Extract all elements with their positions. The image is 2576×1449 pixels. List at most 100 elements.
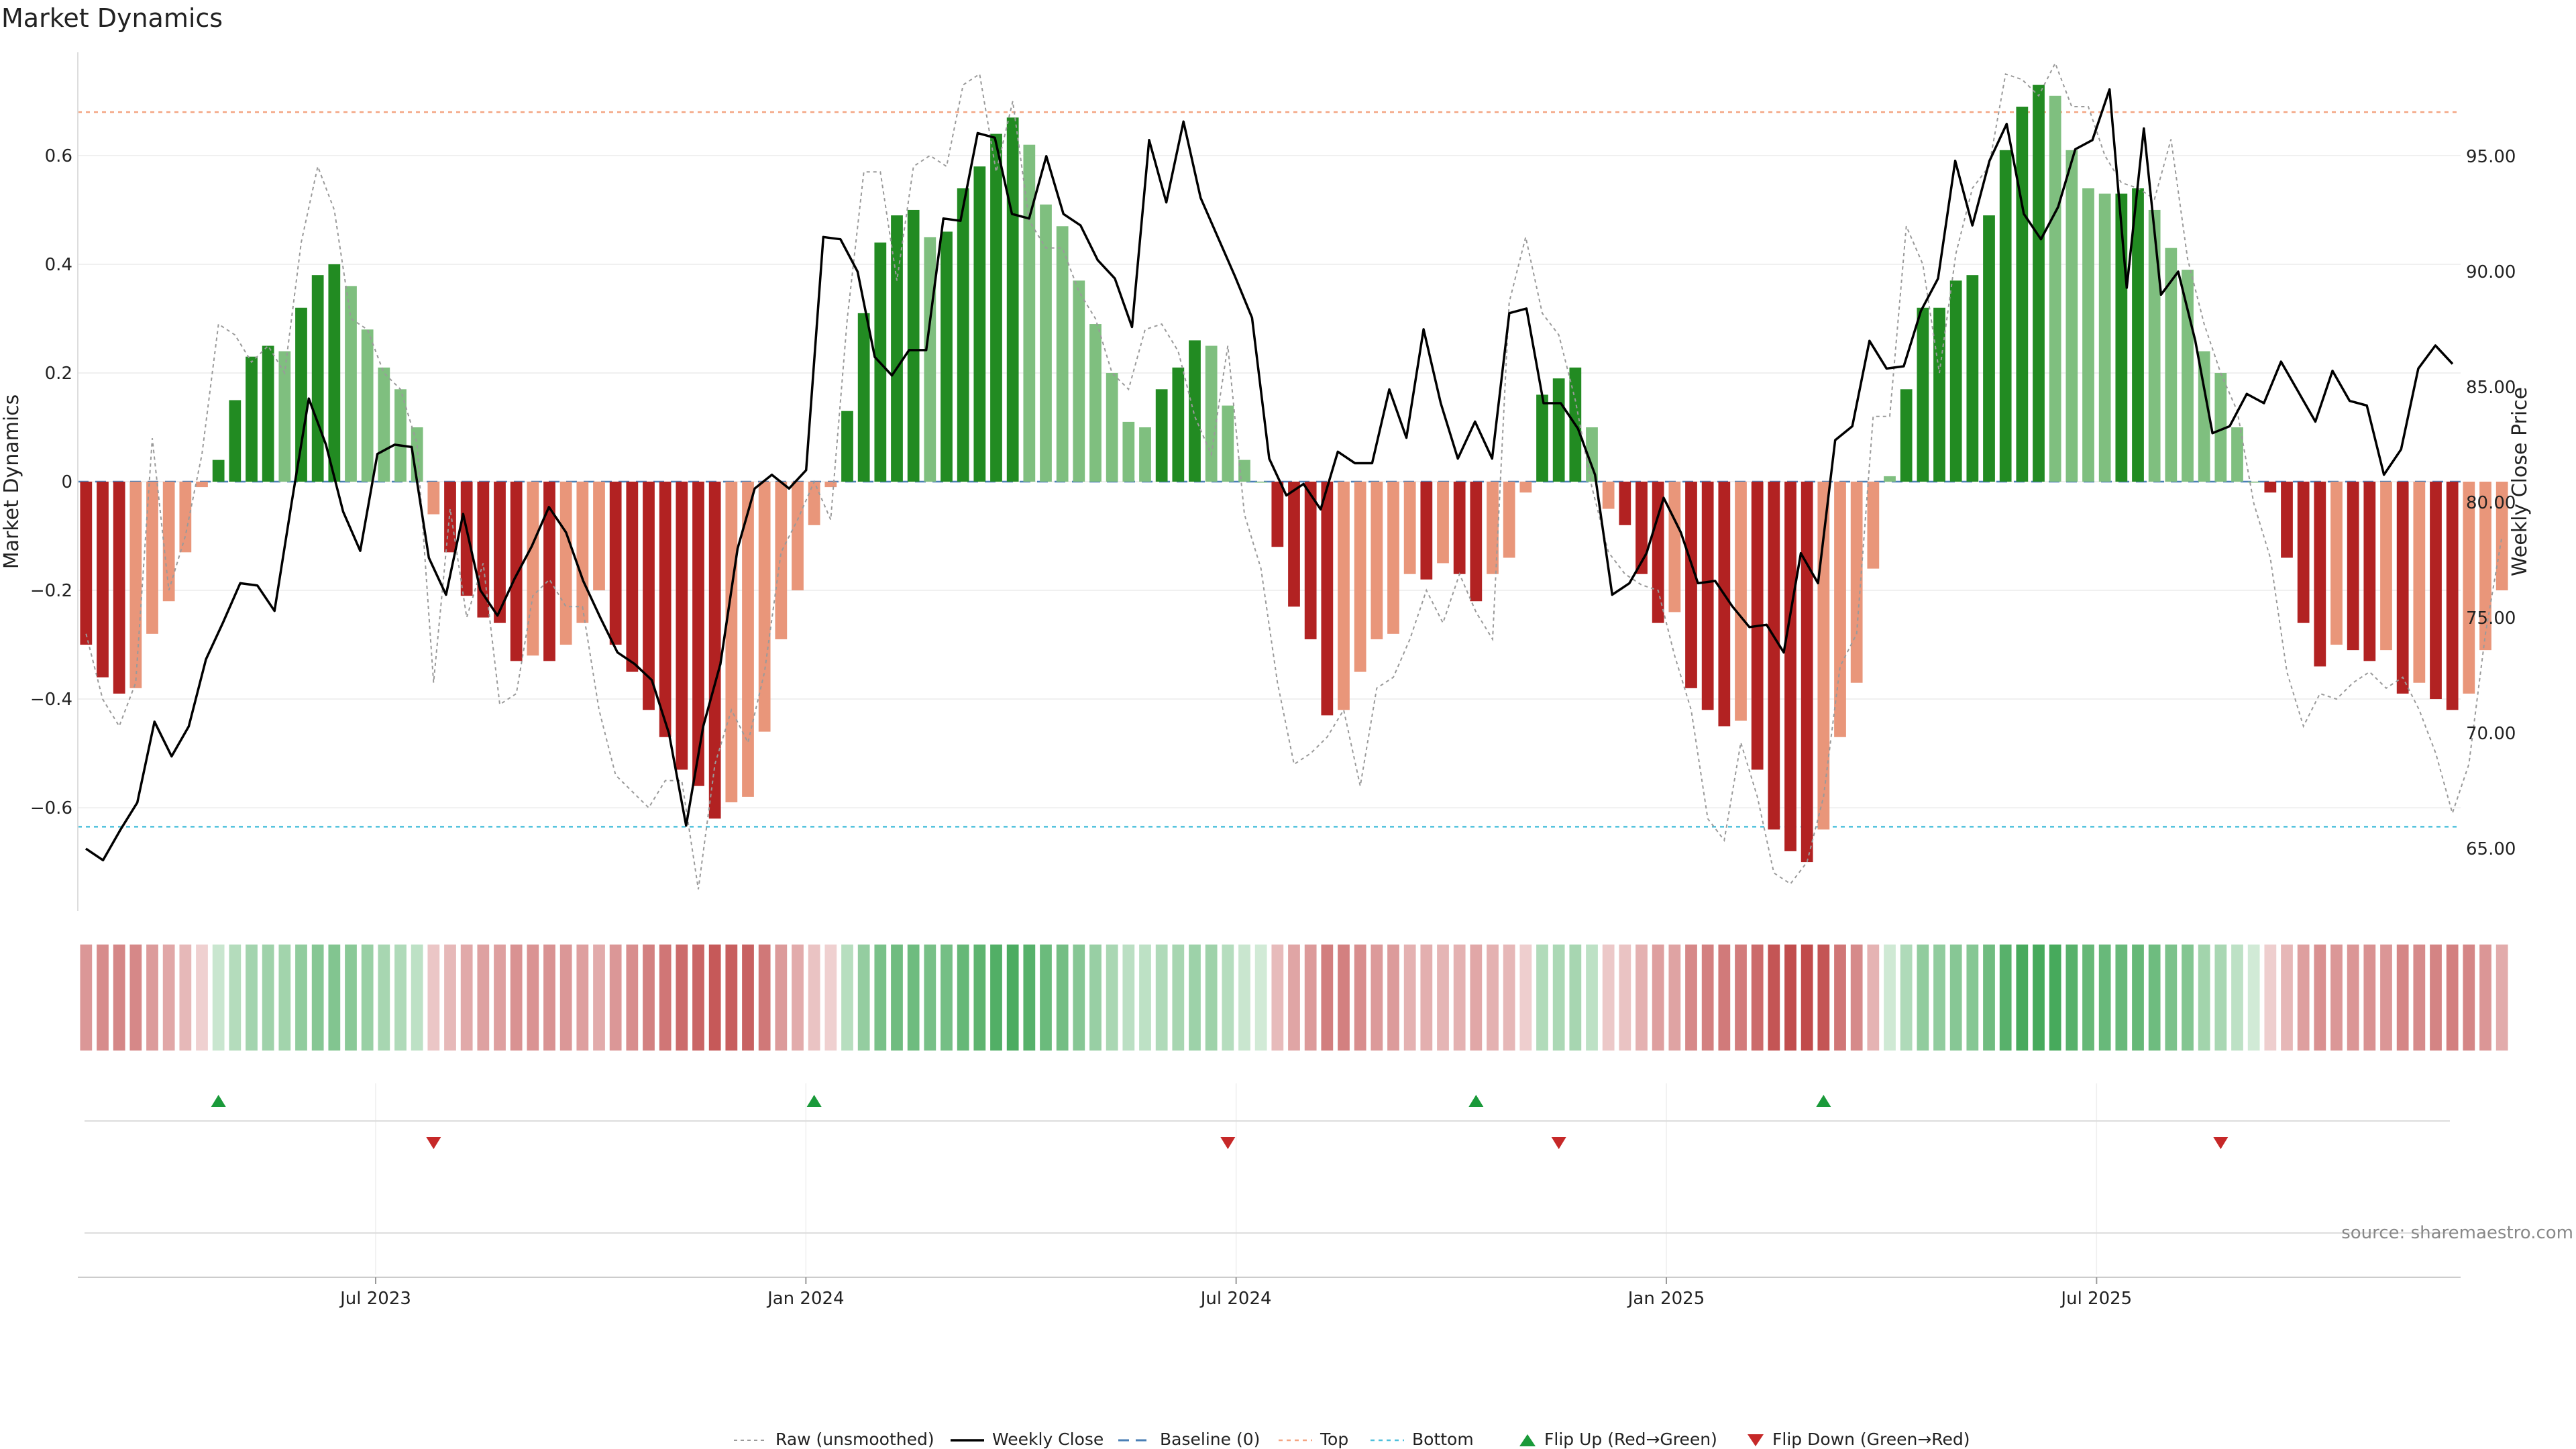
market-dynamics-bar (1106, 372, 1118, 482)
market-dynamics-bar (609, 482, 622, 645)
legend-label: Flip Down (Green→Red) (1772, 1430, 1970, 1449)
market-dynamics-bar (477, 482, 490, 618)
regime-heat-cell (1453, 945, 1466, 1051)
regime-heat-cell (957, 945, 969, 1051)
regime-heat-cell (2016, 945, 2029, 1051)
market-dynamics-bar (2281, 482, 2293, 558)
market-dynamics-bar (444, 482, 456, 553)
regime-heat-cell (2082, 945, 2094, 1051)
regime-heat-cell (2496, 945, 2508, 1051)
regime-heat-cell (708, 945, 721, 1051)
regime-heat-cell (1205, 945, 1218, 1051)
market-dynamics-bar (2065, 150, 2078, 482)
right-tick-label: 95.00 (2466, 147, 2516, 167)
market-dynamics-bar (229, 400, 241, 482)
market-dynamics-bar (1205, 345, 1218, 482)
market-dynamics-bar (1073, 280, 1085, 482)
regime-heat-cell (1768, 945, 1780, 1051)
market-dynamics-bar (1850, 482, 1863, 683)
market-dynamics-bar (1155, 389, 1168, 482)
regime-heat-cell (1735, 945, 1747, 1051)
flip-up-marker (1468, 1095, 1484, 1107)
market-dynamics-bar (841, 411, 853, 482)
market-dynamics-bar (146, 482, 158, 634)
regime-heat-cell (1701, 945, 1714, 1051)
regime-heat-cell (907, 945, 920, 1051)
regime-heat-cell (1089, 945, 1102, 1051)
regime-heat-cell (1801, 945, 1813, 1051)
market-dynamics-bar (2247, 482, 2260, 483)
market-dynamics-bar (891, 215, 903, 482)
regime-heat-cell (924, 945, 936, 1051)
market-dynamics-bar (527, 482, 539, 656)
regime-heat-cell (1685, 945, 1697, 1051)
left-tick-label: 0.2 (45, 364, 72, 384)
regime-heat-cell (692, 945, 704, 1051)
market-dynamics-bar (1983, 215, 1995, 482)
market-dynamics-bar (941, 231, 953, 482)
regime-heat-cell (1006, 945, 1019, 1051)
left-tick-label: −0.2 (30, 581, 72, 601)
market-dynamics-bar (361, 329, 374, 482)
market-dynamics-bar (1536, 394, 1548, 482)
market-dynamics-bar (1917, 307, 1929, 482)
market-dynamics-bar (626, 482, 639, 672)
regime-heat-cell (1751, 945, 1764, 1051)
regime-heat-cell (1668, 945, 1681, 1051)
market-dynamics-bar (1387, 482, 1399, 634)
market-dynamics-bar (2198, 351, 2210, 482)
regime-heat-cell (510, 945, 523, 1051)
regime-heat-cell (394, 945, 407, 1051)
market-dynamics-bar (97, 482, 109, 678)
x-tick-label: Jul 2025 (2059, 1289, 2132, 1309)
regime-heat-cell (460, 945, 473, 1051)
market-dynamics-bar (1586, 427, 1598, 482)
market-dynamics-bar (990, 133, 1002, 482)
market-dynamics-bar (2314, 482, 2326, 667)
market-dynamics-bar (262, 345, 274, 482)
legend-swatch-flip-up (1519, 1434, 1536, 1446)
regime-heat-cell (246, 945, 258, 1051)
regime-heat-cell (2446, 945, 2459, 1051)
market-dynamics-bar (2132, 188, 2144, 482)
regime-heat-cell (1321, 945, 1334, 1051)
regime-heat-cell (1139, 945, 1151, 1051)
right-tick-label: 90.00 (2466, 262, 2516, 282)
regime-heat-cell (2132, 945, 2144, 1051)
regime-heat-cell (676, 945, 688, 1051)
market-dynamics-bar (2363, 482, 2376, 661)
regime-heat-cell (626, 945, 639, 1051)
market-dynamics-bar (1602, 482, 1615, 509)
regime-heat-cell (1718, 945, 1731, 1051)
regime-heat-cell (378, 945, 390, 1051)
weekly-close-layer (85, 88, 2454, 862)
regime-heat-cell (1487, 945, 1499, 1051)
market-dynamics-bar (808, 482, 820, 525)
regime-heat-cell (2247, 945, 2260, 1051)
market-dynamics-bar (2214, 372, 2227, 482)
regime-heat-cell (2380, 945, 2392, 1051)
regime-heat-cell (1602, 945, 1615, 1051)
market-dynamics-bar (1056, 226, 1069, 482)
market-dynamics-bar (212, 460, 225, 482)
regime-heat-cell (874, 945, 887, 1051)
market-dynamics-bar (1470, 482, 1483, 602)
market-dynamics-bar (857, 313, 870, 482)
chart-title: Market Dynamics (1, 3, 223, 33)
regime-heat-cell (808, 945, 820, 1051)
market-dynamics-bar (1254, 482, 1267, 483)
market-dynamics-bar (1933, 307, 1945, 482)
market-dynamics-bar (1321, 482, 1334, 716)
regime-heat-cell (1586, 945, 1598, 1051)
market-dynamics-bar (1288, 482, 1300, 607)
right-axis-label: Weekly Close Price (2508, 387, 2532, 576)
regime-heat-cell (1073, 945, 1085, 1051)
market-dynamics-bar (1834, 482, 1846, 737)
market-dynamics-bar (708, 482, 721, 819)
regime-heat-cell (725, 945, 738, 1051)
market-dynamics-bar (1437, 482, 1449, 564)
market-dynamics-bar (1735, 482, 1747, 721)
regime-heat-cell (1470, 945, 1483, 1051)
regime-heat-cell (2033, 945, 2045, 1051)
regime-heat-cell (179, 945, 192, 1051)
